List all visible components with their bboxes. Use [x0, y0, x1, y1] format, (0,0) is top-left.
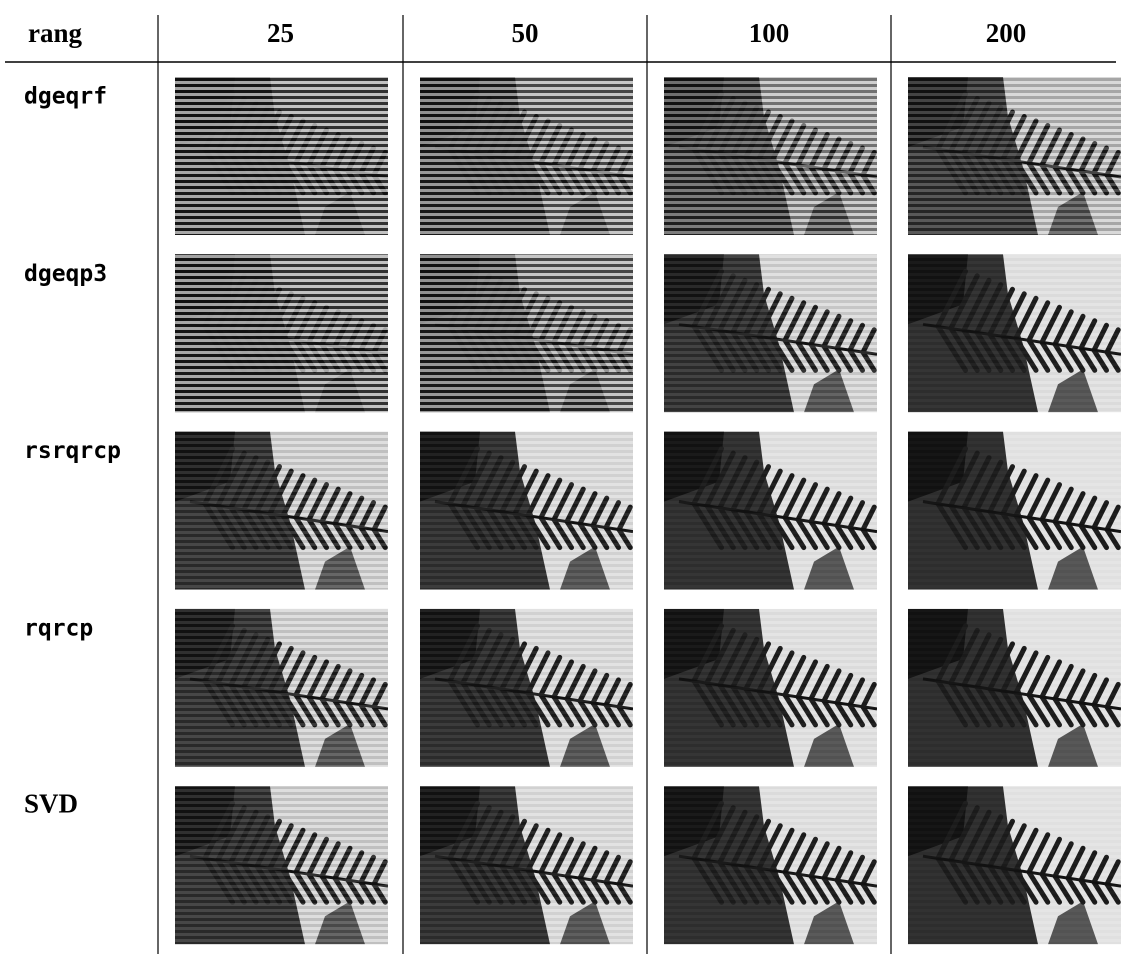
row-label: SVD — [24, 788, 78, 818]
artifact-overlay — [664, 608, 877, 767]
artifact-overlay — [908, 609, 1121, 767]
artifact-overlay — [664, 431, 877, 590]
artifact-overlay — [664, 786, 877, 945]
artifact-overlay — [420, 254, 633, 413]
row-label: rqrcp — [24, 615, 93, 641]
row-label: dgeqrf — [24, 84, 107, 110]
artifact-overlay — [908, 786, 1121, 944]
artifact-overlay — [175, 431, 388, 590]
artifact-overlay — [664, 254, 877, 413]
artifact-overlay — [175, 254, 388, 413]
artifact-overlay — [908, 77, 1121, 235]
column-header: 50 — [512, 18, 539, 48]
artifact-overlay — [175, 77, 388, 235]
artifact-overlay — [420, 431, 633, 590]
artifact-overlay — [175, 786, 388, 945]
artifact-overlay — [908, 254, 1121, 413]
row-label: dgeqp3 — [24, 261, 107, 287]
column-header: 25 — [267, 18, 294, 48]
artifact-overlay — [420, 786, 633, 945]
artifact-overlay — [420, 77, 633, 235]
artifact-overlay — [420, 608, 633, 767]
artifact-overlay — [664, 77, 877, 235]
column-header: 100 — [749, 18, 790, 48]
artifact-overlay — [908, 432, 1121, 590]
column-header: 200 — [986, 18, 1027, 48]
column-header: rang — [28, 18, 83, 48]
row-label: rsrqrcp — [24, 438, 121, 464]
artifact-overlay — [175, 608, 388, 767]
